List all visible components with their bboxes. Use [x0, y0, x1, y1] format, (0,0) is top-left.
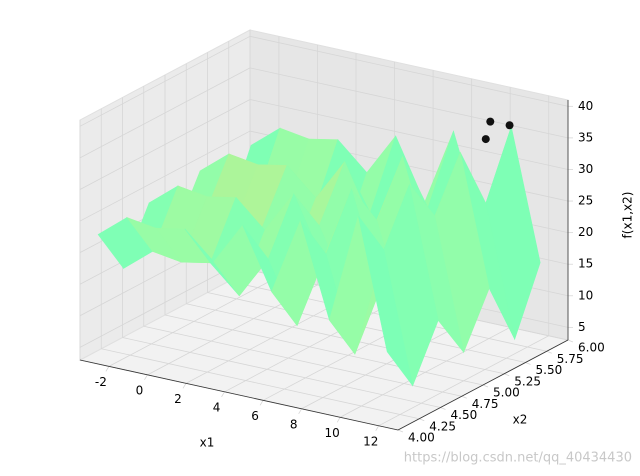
x-tick-label: 10 [325, 426, 340, 440]
y-grid-line [101, 348, 420, 420]
y-tick-label: 5.25 [514, 374, 541, 388]
y-grid-line [164, 314, 484, 386]
x-tick [298, 408, 302, 414]
z-tick-label: 35 [578, 130, 593, 144]
x-tick-label: 0 [136, 383, 144, 397]
x-tick [144, 374, 148, 381]
y-grid-line [143, 325, 462, 397]
z-tick-label: 40 [578, 99, 593, 113]
z-grid-line [249, 35, 569, 107]
y-tick-label: 5.00 [493, 386, 520, 400]
plot [78, 29, 574, 433]
y-tick [397, 429, 404, 433]
watermark: https://blog.csdn.net/qq_40434430 [404, 451, 632, 466]
y-tick [546, 350, 552, 354]
y-grid-line [207, 292, 526, 363]
z-grid-line [79, 99, 251, 190]
x-tick [336, 417, 341, 423]
z-grid-line [79, 35, 251, 127]
z-tick-label: 25 [578, 194, 593, 208]
y-grid-line [122, 337, 441, 408]
z-tick-label: 10 [578, 288, 593, 302]
axis-line [79, 359, 399, 431]
z-grid-line [249, 67, 569, 139]
y-tick [504, 373, 510, 377]
point [486, 117, 495, 126]
z-grid-line [79, 130, 251, 222]
x-axis-label: x1 [200, 436, 215, 450]
x-tick-label: 4 [213, 400, 221, 414]
x-tick [105, 366, 110, 372]
axis-line [397, 339, 569, 431]
y-tick [482, 384, 489, 388]
y-tick-label: 5.75 [557, 352, 584, 366]
x-tick [182, 383, 187, 389]
z-axis-label: f(x1,x2) [621, 192, 635, 239]
x-tick-label: 8 [290, 417, 298, 431]
point [481, 135, 490, 144]
y-tick-label: 5.50 [536, 363, 563, 377]
point [505, 121, 514, 130]
x-tick [221, 391, 225, 398]
y-tick-label: 6.00 [578, 341, 605, 355]
x-tick-label: 12 [363, 434, 378, 448]
y-tick-label: 4.25 [429, 419, 456, 433]
y-tick [440, 407, 446, 410]
y-tick-label: 4.50 [451, 408, 478, 422]
y-tick [461, 395, 467, 399]
x-tick-label: -2 [95, 375, 107, 389]
x-tick-label: 6 [251, 409, 259, 423]
z-tick-label: 30 [578, 162, 593, 176]
z-grid-line [79, 67, 251, 159]
x-tick-label: 2 [174, 392, 182, 406]
y-tick-label: 4.75 [472, 397, 499, 411]
y-tick [419, 418, 425, 422]
surface-facet [358, 215, 413, 386]
z-tick-label: 5 [578, 320, 586, 334]
y-tick [525, 362, 531, 365]
z-tick-label: 20 [578, 225, 593, 239]
y-axis-label: x2 [513, 413, 528, 427]
x-tick [259, 400, 264, 406]
z-tick-label: 15 [578, 257, 593, 271]
x-tick [375, 425, 380, 431]
y-tick [567, 339, 574, 343]
y-tick-label: 4.00 [408, 431, 435, 445]
